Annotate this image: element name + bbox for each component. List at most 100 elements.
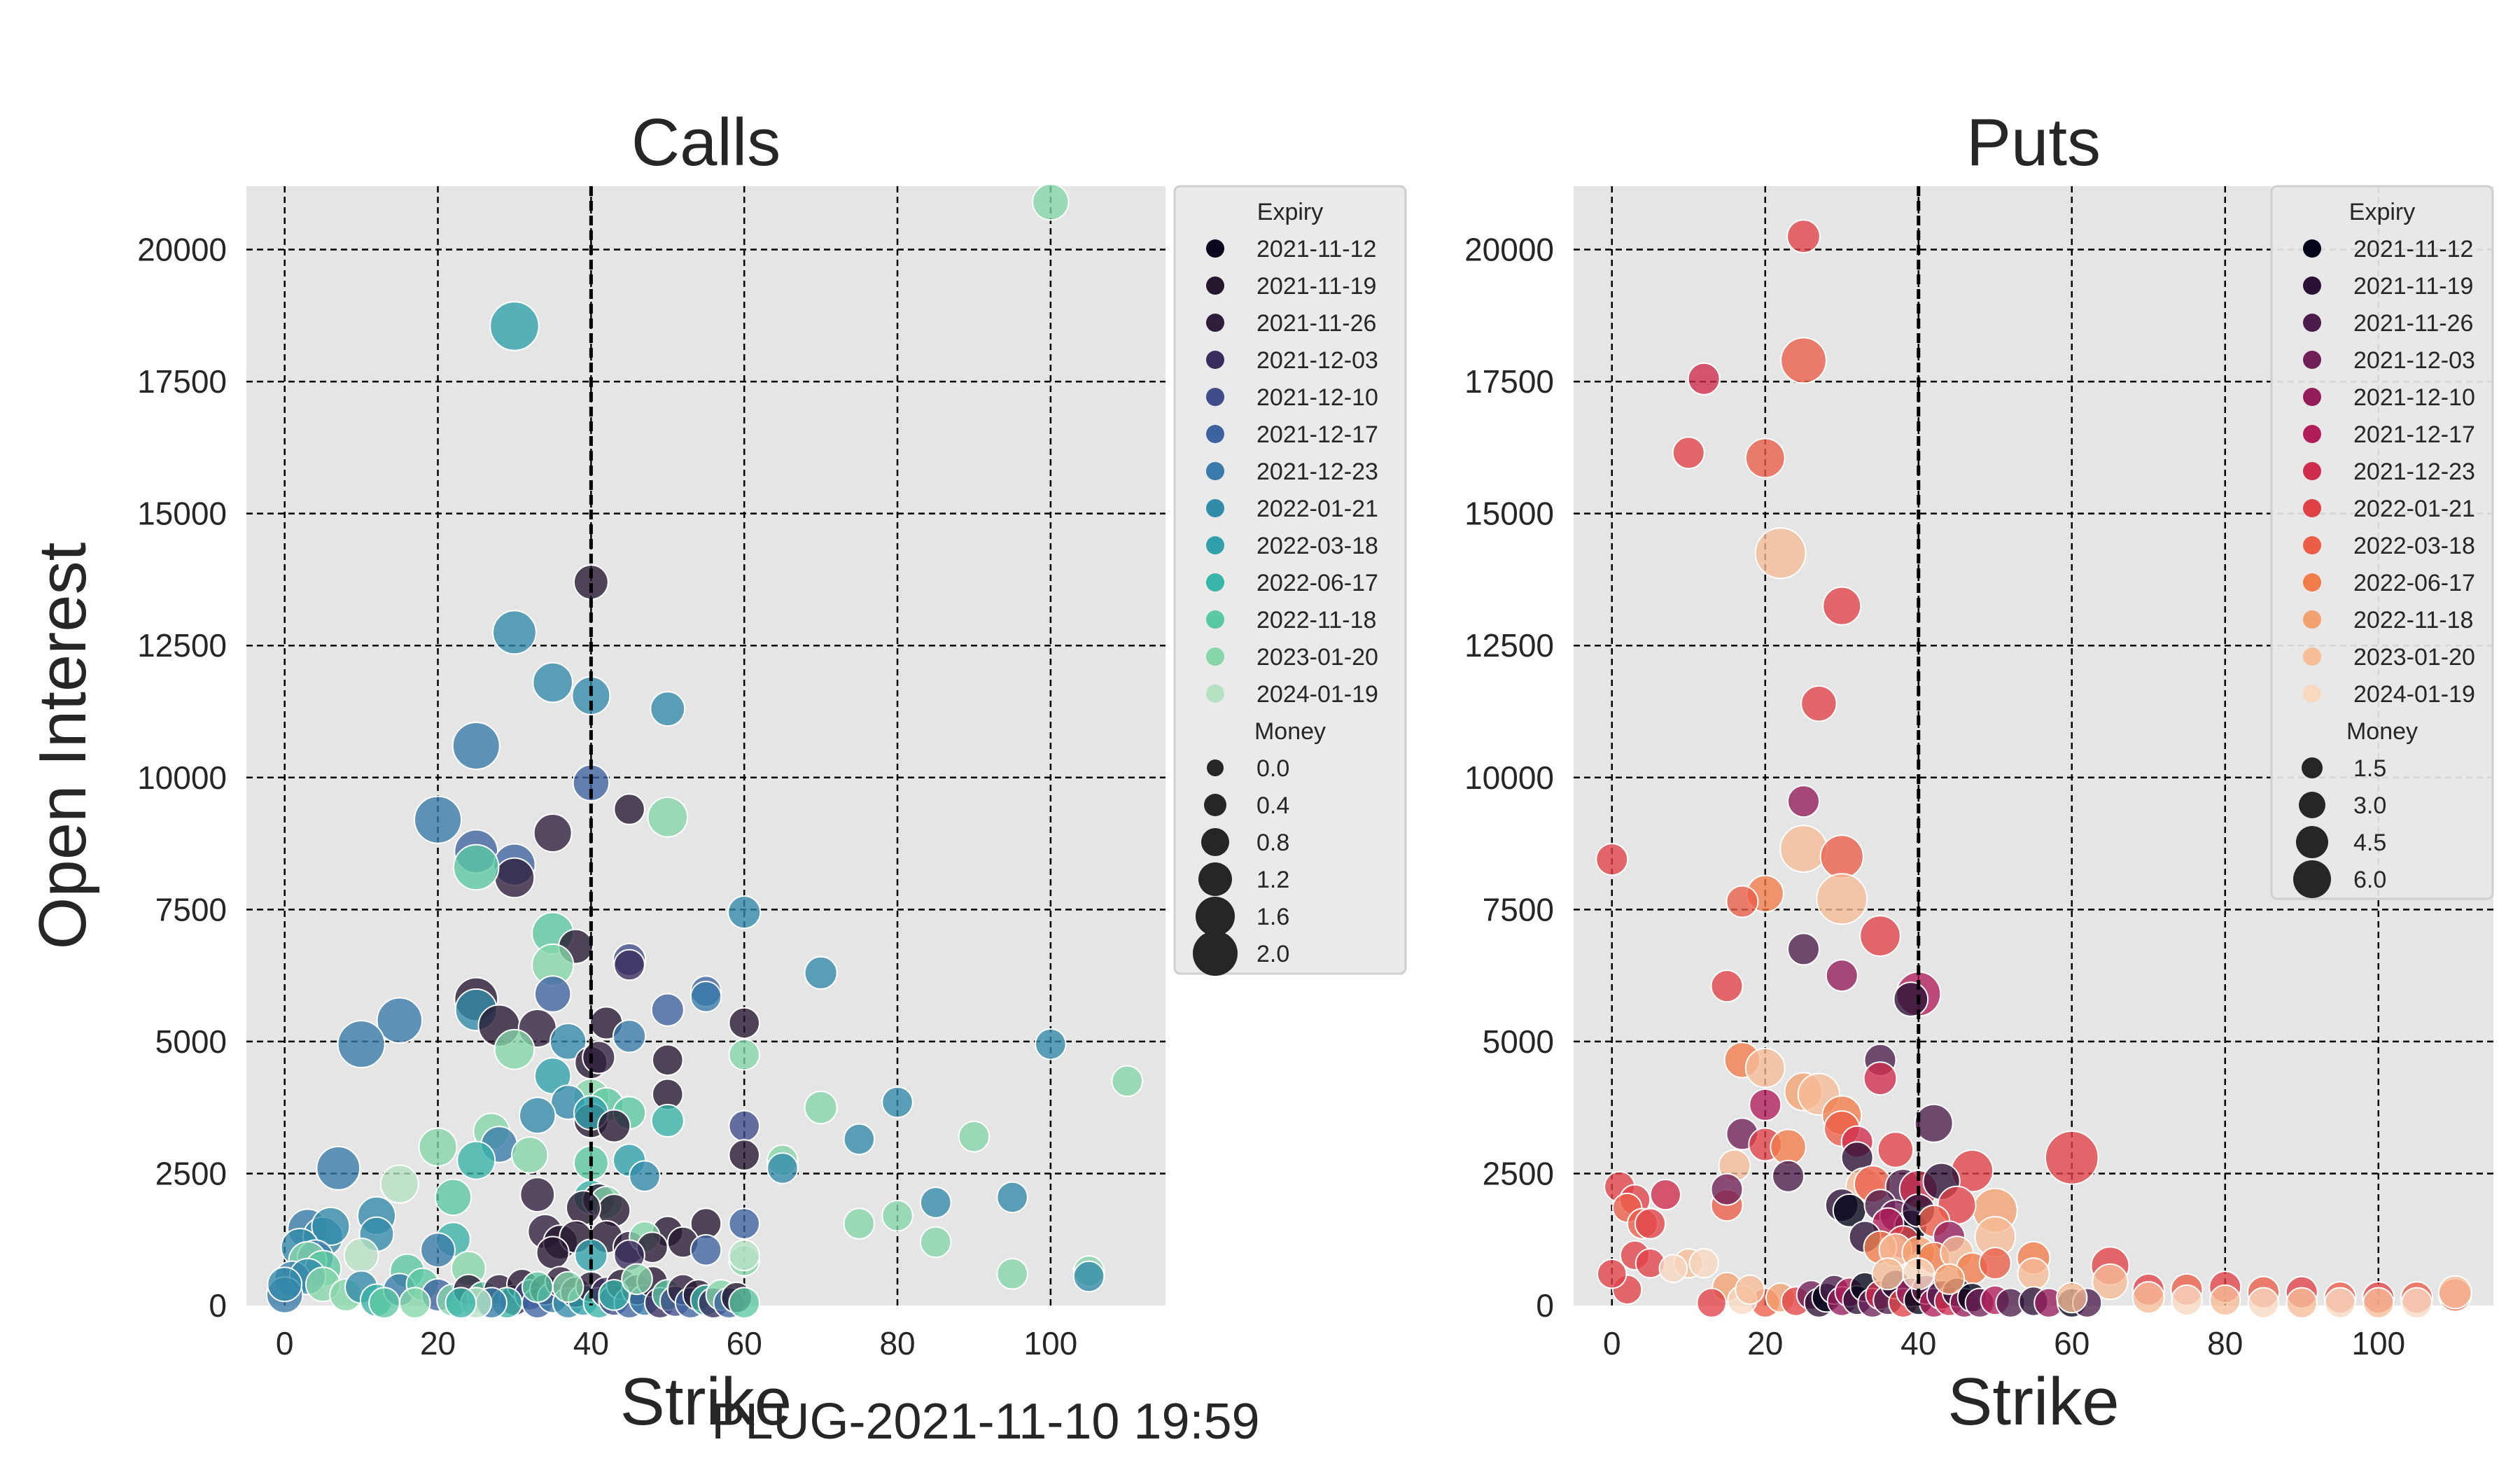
scatter-point — [2056, 1282, 2088, 1314]
scatter-point — [728, 1110, 761, 1142]
legend-entry-expiry: 2021-11-26 — [2353, 310, 2473, 337]
x-tick-label: 100 — [2351, 1325, 2405, 1362]
scatter-point — [996, 1257, 1028, 1290]
scatter-point — [919, 1186, 952, 1219]
scatter-point — [343, 1237, 379, 1273]
scatter-point — [919, 1226, 952, 1259]
legend-marker — [1206, 239, 1224, 258]
legend-entry-expiry: 2022-06-17 — [1256, 570, 1378, 596]
legend-title-money: Money — [1254, 718, 1326, 745]
scatter-point — [316, 1145, 361, 1191]
scatter-point — [2044, 1130, 2099, 1185]
scatter-point — [1787, 785, 1820, 818]
legend-entry-expiry: 2023-01-20 — [1256, 644, 1378, 671]
legend-entry-expiry: 2021-12-03 — [1256, 347, 1378, 374]
scatter-point — [1595, 843, 1629, 876]
legend-entry-money: 4.5 — [2353, 830, 2386, 856]
scatter-point — [598, 1279, 631, 1311]
chart-title: Calls — [631, 105, 780, 180]
legend-entry-expiry: 2022-06-17 — [2353, 570, 2475, 596]
scatter-point — [489, 301, 540, 351]
legend-size-marker — [1207, 760, 1224, 776]
legend-entry-expiry: 2021-12-10 — [2353, 384, 2475, 411]
legend: Expiry 2021-11-12 2021-11-19 2021-11-26 2021… — [2270, 185, 2494, 900]
legend-marker — [1206, 536, 1224, 554]
scatter-point — [2324, 1287, 2356, 1319]
scatter-point — [1111, 1065, 1144, 1098]
scatter-point — [690, 1234, 722, 1266]
scatter-point — [613, 948, 645, 981]
scatter-point — [376, 997, 424, 1044]
scatter-point — [1672, 436, 1705, 470]
scatter-point — [519, 1096, 556, 1135]
legend-entry-expiry: 2021-12-23 — [2353, 458, 2475, 485]
legend-entry-money: 3.0 — [2353, 792, 2386, 819]
scatter-point — [532, 662, 573, 704]
scatter-point — [519, 1177, 556, 1213]
scatter-point — [493, 1028, 536, 1070]
legend-marker — [2303, 314, 2321, 332]
scatter-point — [267, 1266, 303, 1303]
legend-entry-expiry: 2021-11-19 — [2353, 273, 2473, 300]
scatter-point — [368, 1287, 400, 1320]
scatter-point — [1735, 1274, 1765, 1306]
scatter-point — [621, 1263, 653, 1296]
scatter-point — [597, 1109, 631, 1143]
legend-entry-money: 1.6 — [1256, 904, 1289, 930]
scatter-point — [2209, 1284, 2241, 1317]
scatter-point — [766, 1152, 799, 1184]
scatter-point — [881, 1086, 913, 1119]
scatter-point — [434, 1178, 472, 1217]
legend-marker — [2303, 536, 2321, 554]
scatter-point — [1634, 1208, 1667, 1240]
x-tick-label: 80 — [879, 1325, 915, 1362]
scatter-point — [612, 1019, 647, 1054]
x-tick-label: 40 — [573, 1325, 609, 1362]
scatter-point — [1658, 1254, 1688, 1284]
scatter-point — [728, 1287, 761, 1320]
x-tick-label: 0 — [276, 1325, 294, 1362]
scatter-point — [650, 1103, 685, 1138]
scatter-point — [379, 1164, 419, 1204]
scatter-point — [804, 955, 838, 990]
y-tick-label: 5000 — [1483, 1023, 1554, 1060]
scatter-point — [881, 1199, 913, 1232]
legend-marker — [2303, 685, 2321, 703]
legend-marker — [1206, 573, 1224, 592]
legend-entry-expiry: 2022-01-21 — [2353, 496, 2475, 522]
scatter-point — [511, 1136, 549, 1174]
legend-entry-expiry: 2021-11-12 — [2353, 236, 2473, 262]
legend-entry-expiry: 2021-11-19 — [1256, 273, 1376, 300]
scatter-point — [1779, 825, 1828, 873]
scatter-point — [1825, 959, 1858, 993]
scatter-point — [728, 1007, 761, 1040]
scatter-point — [651, 1044, 684, 1077]
scatter-point — [2017, 1257, 2050, 1291]
y-tick-label: 2500 — [1483, 1155, 1554, 1191]
y-tick-label: 12500 — [137, 627, 227, 664]
scatter-point — [493, 857, 536, 899]
scatter-point — [1877, 1131, 1914, 1168]
scatter-point — [453, 844, 500, 891]
scatter-point — [1978, 1247, 2012, 1280]
legend-entry-expiry: 2021-12-10 — [1256, 384, 1378, 411]
scatter-point — [1933, 1263, 1966, 1295]
scatter-point — [728, 1239, 761, 1272]
legend-size-marker — [1204, 794, 1226, 816]
scatter-point — [647, 797, 689, 838]
scatter-point — [1072, 1260, 1105, 1293]
scatter-point — [996, 1181, 1028, 1214]
legend-size-marker — [2299, 792, 2325, 818]
legend-title-money: Money — [2346, 718, 2418, 745]
scatter-point — [533, 813, 573, 853]
scatter-point — [650, 691, 686, 727]
scatter-point — [958, 1120, 990, 1153]
scatter-point — [1696, 1287, 1727, 1318]
scatter-point — [1816, 873, 1868, 925]
y-tick-label: 5000 — [155, 1023, 227, 1060]
x-tick-label: 0 — [1603, 1325, 1621, 1362]
legend-entry-expiry: 2022-03-18 — [2353, 533, 2475, 559]
legend-size-marker — [2296, 826, 2328, 858]
scatter-point — [727, 895, 762, 930]
